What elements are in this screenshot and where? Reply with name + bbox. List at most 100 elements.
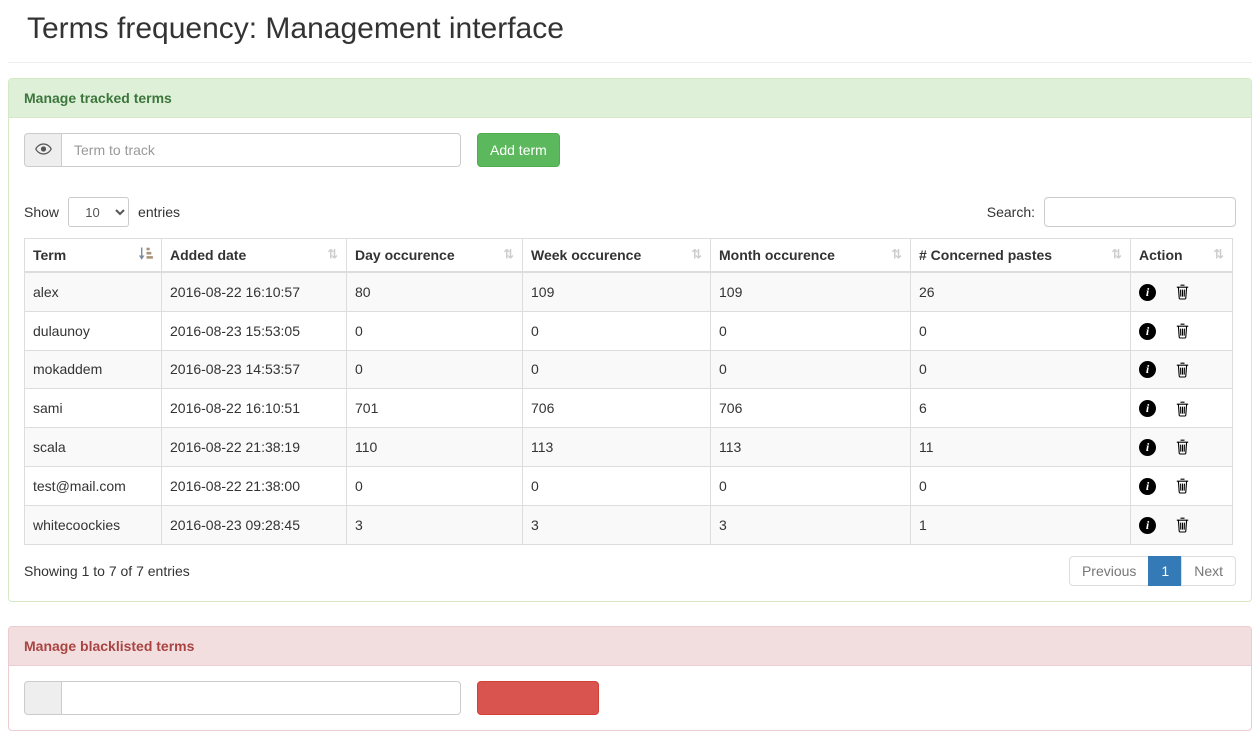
cell-concerned-pastes: 6	[910, 388, 1131, 429]
search-control: Search:	[987, 197, 1236, 227]
pagination-previous[interactable]: Previous	[1068, 555, 1150, 586]
term-delete-button[interactable]	[1176, 283, 1189, 300]
tracked-terms-panel-body: Add term Show 10 entries Search:	[9, 118, 1251, 601]
cell-month-occurence: 3	[710, 504, 911, 545]
cell-added-date: 2016-08-22 16:10:57	[161, 271, 347, 312]
term-info-button[interactable]: i	[1139, 438, 1156, 456]
table-row: test@mail.com 2016-08-22 21:38:00 0 0 0 …	[24, 465, 1233, 506]
term-to-track-input[interactable]	[61, 133, 461, 167]
column-header-added-date[interactable]: Added date ⇅	[161, 238, 347, 273]
cell-concerned-pastes: 0	[910, 349, 1131, 390]
term-info-button[interactable]: i	[1139, 361, 1156, 379]
tracked-terms-table: Term Added date	[24, 238, 1233, 545]
cell-concerned-pastes: 1	[910, 504, 1131, 545]
page-title: Terms frequency: Management interface	[27, 12, 564, 45]
sort-asc-icon	[138, 247, 153, 264]
pagination-next[interactable]: Next	[1181, 555, 1236, 586]
info-icon: i	[1139, 361, 1156, 379]
blacklisted-terms-panel: Manage blacklisted terms	[8, 625, 1252, 731]
cell-month-occurence: 109	[710, 271, 911, 312]
cell-term: dulaunoy	[24, 310, 162, 351]
blacklist-term-input[interactable]	[61, 680, 461, 715]
cell-day-occurence: 0	[346, 349, 523, 390]
cell-month-occurence: 0	[710, 465, 911, 506]
column-header-month-occurence[interactable]: Month occurence ⇅	[710, 238, 911, 273]
page-length-select[interactable]: 10	[68, 197, 130, 227]
term-delete-button[interactable]	[1176, 516, 1189, 533]
cell-action: i	[1130, 465, 1233, 506]
column-header-term[interactable]: Term	[24, 238, 162, 273]
cell-added-date: 2016-08-23 09:28:45	[161, 504, 347, 545]
cell-term: alex	[24, 271, 162, 312]
term-info-button[interactable]: i	[1139, 322, 1156, 340]
column-header-action[interactable]: Action ⇅	[1130, 238, 1233, 273]
cell-month-occurence: 0	[710, 310, 911, 351]
cell-month-occurence: 0	[710, 349, 911, 390]
sort-icon: ⇅	[327, 247, 338, 263]
pagination-page-1[interactable]: 1	[1148, 555, 1183, 586]
cell-concerned-pastes: 26	[910, 271, 1131, 312]
trash-icon	[1176, 283, 1189, 300]
cell-added-date: 2016-08-22 16:10:51	[161, 388, 347, 429]
cell-week-occurence: 0	[522, 465, 711, 506]
cell-day-occurence: 80	[346, 271, 523, 312]
column-label: Day occurence	[355, 247, 455, 263]
column-label: Week occurence	[531, 247, 642, 263]
blacklisted-terms-panel-body	[9, 666, 1251, 730]
blacklist-add-button[interactable]	[477, 680, 599, 715]
cell-week-occurence: 109	[522, 271, 711, 312]
term-delete-button[interactable]	[1176, 399, 1189, 417]
table-row: mokaddem 2016-08-23 14:53:57 0 0 0 0 i	[24, 349, 1233, 390]
term-info-button[interactable]: i	[1139, 283, 1156, 301]
cell-day-occurence: 0	[346, 310, 523, 351]
cell-month-occurence: 706	[710, 388, 911, 429]
blacklist-input-group	[24, 680, 461, 715]
trash-icon	[1176, 399, 1189, 417]
term-delete-button[interactable]	[1176, 438, 1189, 456]
cell-term: test@mail.com	[24, 465, 162, 506]
table-row: whitecoockies 2016-08-23 09:28:45 3 3 3 …	[24, 504, 1233, 545]
table-row: sami 2016-08-22 16:10:51 701 706 706 6 i	[24, 388, 1233, 429]
cell-day-occurence: 3	[346, 504, 523, 545]
cell-week-occurence: 706	[522, 388, 711, 429]
info-icon: i	[1139, 400, 1156, 418]
search-input[interactable]	[1044, 197, 1236, 227]
input-addon	[24, 133, 61, 167]
cell-week-occurence: 0	[522, 310, 711, 351]
tracked-terms-panel: Manage tracked terms Add term Show	[8, 78, 1252, 602]
sort-icon: ⇅	[503, 247, 514, 263]
datatable-footer: Showing 1 to 7 of 7 entries Previous 1 N…	[24, 555, 1236, 586]
cell-added-date: 2016-08-22 21:38:00	[161, 465, 347, 506]
info-icon: i	[1139, 477, 1156, 495]
column-header-concerned-pastes[interactable]: # Concerned pastes ⇅	[910, 238, 1131, 273]
cell-day-occurence: 701	[346, 388, 523, 429]
add-blacklist-row	[24, 680, 1236, 715]
term-input-group	[24, 133, 461, 167]
cell-concerned-pastes: 0	[910, 465, 1131, 506]
sort-icon: ⇅	[691, 247, 702, 263]
cell-day-occurence: 110	[346, 427, 523, 467]
cell-action: i	[1130, 388, 1233, 429]
info-icon: i	[1139, 516, 1156, 534]
blacklisted-terms-panel-heading: Manage blacklisted terms	[9, 626, 1251, 666]
input-addon	[24, 680, 61, 715]
column-label: Action	[1139, 247, 1183, 263]
cell-action: i	[1130, 349, 1233, 390]
term-info-button[interactable]: i	[1139, 477, 1156, 495]
term-info-button[interactable]: i	[1139, 399, 1156, 418]
cell-day-occurence: 0	[346, 465, 523, 506]
column-header-week-occurence[interactable]: Week occurence ⇅	[522, 238, 711, 273]
cell-term: whitecoockies	[24, 504, 162, 545]
trash-icon	[1176, 516, 1189, 533]
sort-icon: ⇅	[1213, 247, 1224, 263]
term-delete-button[interactable]	[1176, 361, 1189, 378]
column-header-day-occurence[interactable]: Day occurence ⇅	[346, 238, 523, 273]
show-label: Show	[24, 204, 60, 220]
term-delete-button[interactable]	[1176, 477, 1189, 494]
trash-icon	[1176, 477, 1189, 494]
table-row: scala 2016-08-22 21:38:19 110 113 113 11…	[24, 427, 1233, 467]
add-term-button[interactable]: Add term	[477, 133, 560, 167]
page-length-control: Show 10 entries	[24, 197, 180, 227]
term-info-button[interactable]: i	[1139, 516, 1156, 534]
term-delete-button[interactable]	[1176, 322, 1189, 339]
